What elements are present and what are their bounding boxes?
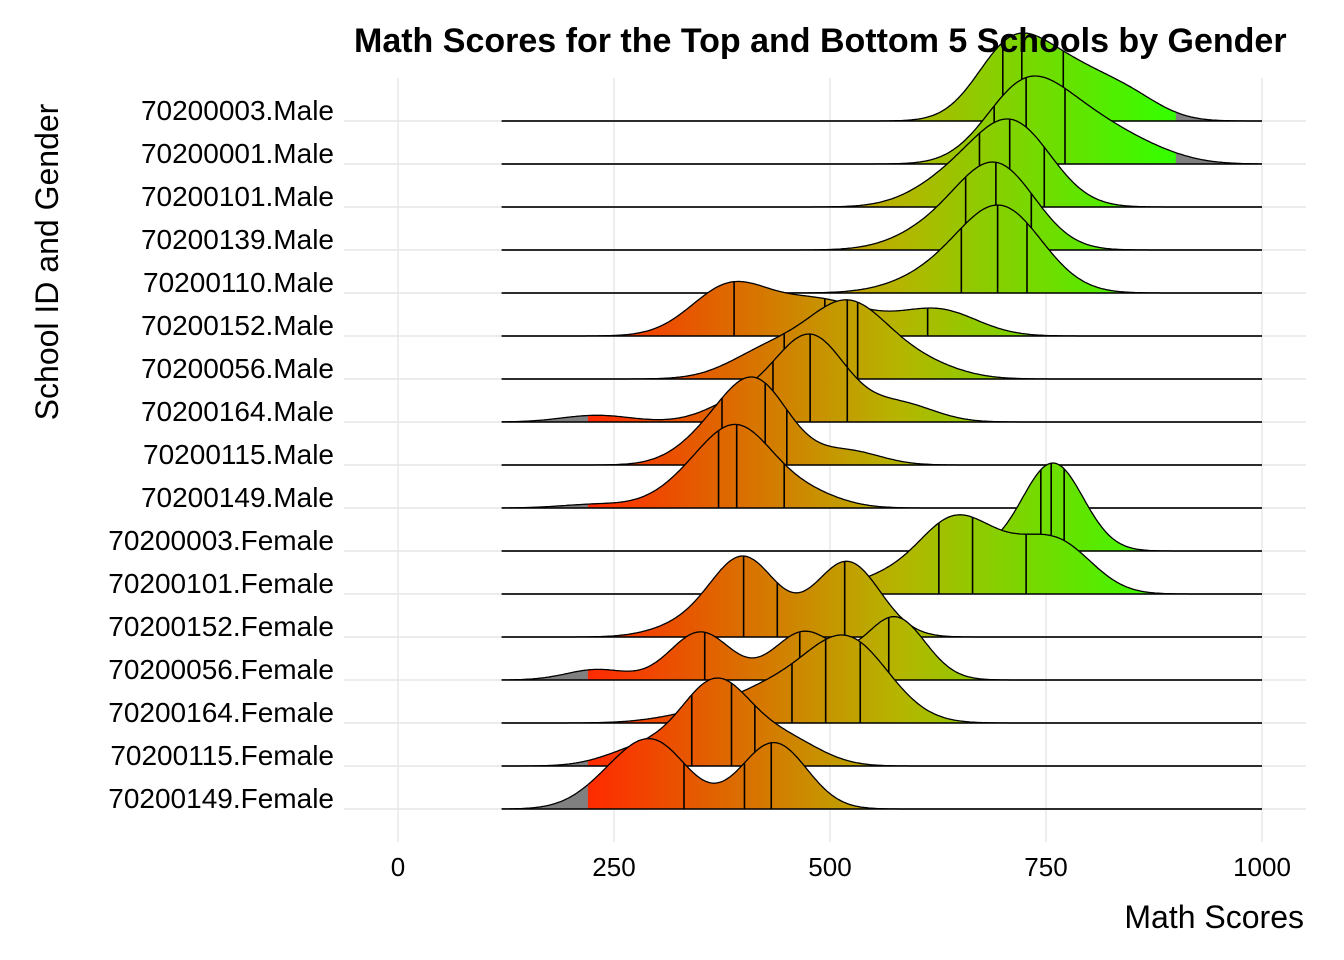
y-tick-label: 70200139.Male bbox=[141, 224, 334, 255]
y-tick-label: 70200152.Male bbox=[141, 310, 334, 341]
y-tick-label: 70200115.Male bbox=[143, 439, 334, 470]
density-area bbox=[501, 76, 1262, 164]
density-area bbox=[501, 514, 1262, 594]
density-area bbox=[501, 281, 1262, 336]
x-tick-label: 750 bbox=[1024, 852, 1067, 882]
ridge-70200115.Male bbox=[501, 376, 1262, 466]
ridge-70200149.Male bbox=[501, 423, 1262, 509]
density-area bbox=[501, 635, 1262, 723]
ridge-70200003.Female bbox=[501, 462, 1262, 552]
ridge-70200164.Male bbox=[501, 333, 1262, 423]
ridge-layer bbox=[501, 32, 1262, 810]
y-tick-label: 70200001.Male bbox=[141, 138, 334, 169]
density-area bbox=[501, 738, 1262, 809]
y-tick-label: 70200101.Male bbox=[141, 181, 334, 212]
ridge-70200164.Female bbox=[501, 634, 1262, 724]
x-tick-label: 0 bbox=[391, 852, 405, 882]
density-outline bbox=[501, 423, 1262, 509]
y-tick-label: 70200164.Male bbox=[141, 396, 334, 427]
y-tick-label: 70200164.Female bbox=[108, 697, 334, 728]
x-tick-label: 250 bbox=[592, 852, 635, 882]
ridge-70200110.Male bbox=[501, 204, 1262, 294]
density-area bbox=[501, 299, 1262, 379]
x-tick-label: 500 bbox=[808, 852, 851, 882]
y-tick-label: 70200110.Male bbox=[143, 267, 334, 298]
density-area bbox=[501, 424, 1262, 508]
y-tick-label: 70200149.Male bbox=[141, 482, 334, 513]
x-tick-labels: 0 250 500 750 1000 bbox=[391, 852, 1291, 882]
ridge-70200149.Female bbox=[501, 737, 1262, 810]
y-tick-label: 70200056.Male bbox=[141, 353, 334, 384]
y-axis-label: School ID and Gender bbox=[29, 103, 65, 420]
density-area bbox=[501, 334, 1262, 422]
y-tick-label: 70200101.Female bbox=[108, 568, 334, 599]
y-tick-label: 70200056.Female bbox=[108, 654, 334, 685]
ridge-70200139.Male bbox=[501, 161, 1262, 251]
density-area bbox=[501, 463, 1262, 551]
density-area bbox=[501, 616, 1262, 680]
density-area bbox=[501, 119, 1262, 207]
ridge-70200101.Female bbox=[501, 514, 1262, 595]
density-area bbox=[501, 556, 1262, 637]
y-tick-label: 70200003.Female bbox=[108, 525, 334, 556]
x-tick-label: 1000 bbox=[1233, 852, 1291, 882]
chart-title: Math Scores for the Top and Bottom 5 Sch… bbox=[354, 22, 1287, 60]
y-tick-label: 70200115.Female bbox=[110, 740, 334, 771]
density-area bbox=[501, 377, 1262, 465]
y-tick-label: 70200149.Female bbox=[108, 783, 334, 814]
x-axis-label: Math Scores bbox=[1124, 899, 1304, 935]
y-tick-label: 70200152.Female bbox=[108, 611, 334, 642]
y-tick-label: 70200003.Male bbox=[141, 95, 334, 126]
y-tick-labels: 70200003.Male 70200001.Male 70200101.Male 7… bbox=[108, 95, 334, 814]
